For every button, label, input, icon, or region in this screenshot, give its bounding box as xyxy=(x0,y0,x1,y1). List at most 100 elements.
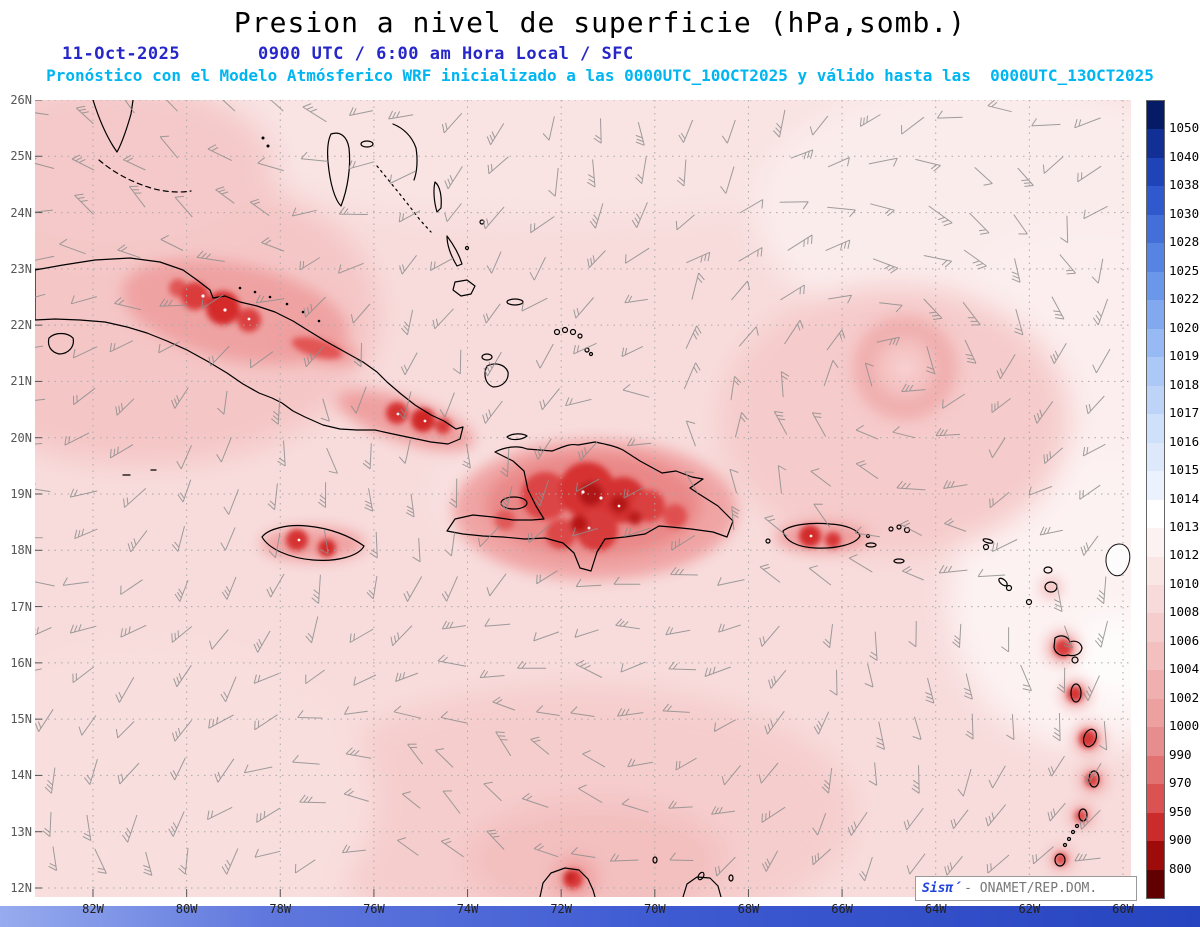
wind-barb xyxy=(676,159,687,187)
wind-barb xyxy=(1059,254,1076,275)
wind-barb xyxy=(901,116,925,135)
wind-barb xyxy=(343,788,369,802)
lat-label-14N: 14N xyxy=(10,768,32,783)
colorbar-label-1000: 1000 xyxy=(1169,718,1200,734)
coast-mayaguana xyxy=(506,298,524,306)
wind-barb xyxy=(784,319,804,345)
wind-barb xyxy=(338,262,364,274)
colorbar-label-1038: 1038 xyxy=(1169,177,1200,193)
wind-barb xyxy=(70,295,97,305)
wind-barb xyxy=(529,256,546,281)
coast-eleuthera xyxy=(392,123,418,181)
wind-barb xyxy=(1094,620,1108,648)
wind-barb xyxy=(859,114,881,127)
wind-barb xyxy=(627,437,652,447)
wind-barb xyxy=(872,258,899,274)
wind-barb xyxy=(159,298,187,307)
wind-barb xyxy=(1028,485,1053,496)
wind-barb xyxy=(1085,395,1105,415)
wind-barb xyxy=(761,850,779,872)
wind-barb xyxy=(713,719,737,732)
colorbar-label-1017: 1017 xyxy=(1169,405,1200,421)
wind-barb xyxy=(208,714,234,729)
wind-barb xyxy=(73,387,96,406)
wind-barb xyxy=(685,420,696,447)
wind-barb xyxy=(442,790,461,814)
wind-barb xyxy=(109,340,134,353)
colorbar-cell xyxy=(1147,129,1164,158)
wind-barb xyxy=(711,806,736,815)
colorbar-label-1010: 1010 xyxy=(1169,575,1200,591)
wind-barb xyxy=(82,814,92,842)
colorbar-label-1013: 1013 xyxy=(1169,518,1200,534)
wind-barb xyxy=(625,247,650,264)
wind-barb xyxy=(1098,721,1108,751)
wind-barb xyxy=(759,563,781,583)
lon-label-74W: 74W xyxy=(456,902,479,916)
wind-barb xyxy=(780,284,805,301)
wind-barb xyxy=(171,626,193,643)
wind-barb xyxy=(1047,802,1066,822)
colorbar-cell xyxy=(1147,641,1164,671)
wind-barb xyxy=(864,362,874,387)
wind-barb xyxy=(253,672,280,684)
wind-barb xyxy=(675,757,697,771)
lon-label-68W: 68W xyxy=(737,902,760,916)
wind-barb xyxy=(1056,667,1066,693)
colorbar-cell xyxy=(1147,157,1164,187)
wind-barb xyxy=(855,460,879,480)
wind-barb xyxy=(407,743,423,765)
coast-crooked-acklins xyxy=(452,279,476,297)
wind-barb xyxy=(254,848,281,858)
wind-barb xyxy=(69,624,97,634)
wind-barb xyxy=(441,620,466,630)
wind-barb xyxy=(635,156,647,185)
colorbar-label-950: 950 xyxy=(1169,803,1192,819)
wind-barb xyxy=(434,748,454,768)
wind-barb xyxy=(1047,755,1065,777)
wind-barb xyxy=(169,757,186,781)
watermark-brand: Sisπ́ xyxy=(922,881,962,896)
wind-barb xyxy=(935,428,961,437)
lat-label-24N: 24N xyxy=(10,205,32,220)
wind-barb xyxy=(739,199,764,214)
wind-barb xyxy=(299,794,326,804)
colorbar-cell xyxy=(1147,186,1164,215)
colorbar-cell xyxy=(1147,101,1164,130)
wind-barb xyxy=(122,154,146,171)
wind-barb xyxy=(305,616,319,644)
wind-barb xyxy=(969,212,990,235)
axis-ticks xyxy=(35,99,1124,897)
wind-barb xyxy=(122,814,138,843)
wind-barb xyxy=(738,247,763,262)
wind-barb xyxy=(574,628,599,638)
wind-barb xyxy=(761,806,786,823)
wind-barb xyxy=(120,624,147,638)
lat-label-22N: 22N xyxy=(10,318,32,333)
wind-barb xyxy=(437,654,467,667)
wind-barb xyxy=(900,519,923,537)
wind-barb xyxy=(787,234,813,251)
wind-barb xyxy=(926,346,936,375)
wind-barb xyxy=(868,762,878,786)
wind-barb xyxy=(773,109,786,138)
wind-barb xyxy=(858,856,873,882)
wind-barb xyxy=(253,630,271,653)
wind-barb xyxy=(714,856,736,877)
wind-barb xyxy=(892,426,916,439)
wind-barb xyxy=(575,659,603,678)
wind-barb xyxy=(864,663,874,688)
wind-barb xyxy=(847,811,868,836)
wind-barb xyxy=(478,526,500,548)
wind-barb xyxy=(773,411,788,435)
wind-barb xyxy=(534,438,552,460)
wind-barb xyxy=(623,527,651,537)
colorbar-label-1050: 1050 xyxy=(1169,120,1200,136)
wind-barb xyxy=(292,754,320,765)
wind-barb xyxy=(320,398,330,422)
wind-barb xyxy=(964,339,977,364)
wind-barb xyxy=(573,297,594,319)
wind-barb xyxy=(72,346,98,359)
wind-barb xyxy=(613,576,641,585)
wind-barb xyxy=(1074,117,1101,129)
